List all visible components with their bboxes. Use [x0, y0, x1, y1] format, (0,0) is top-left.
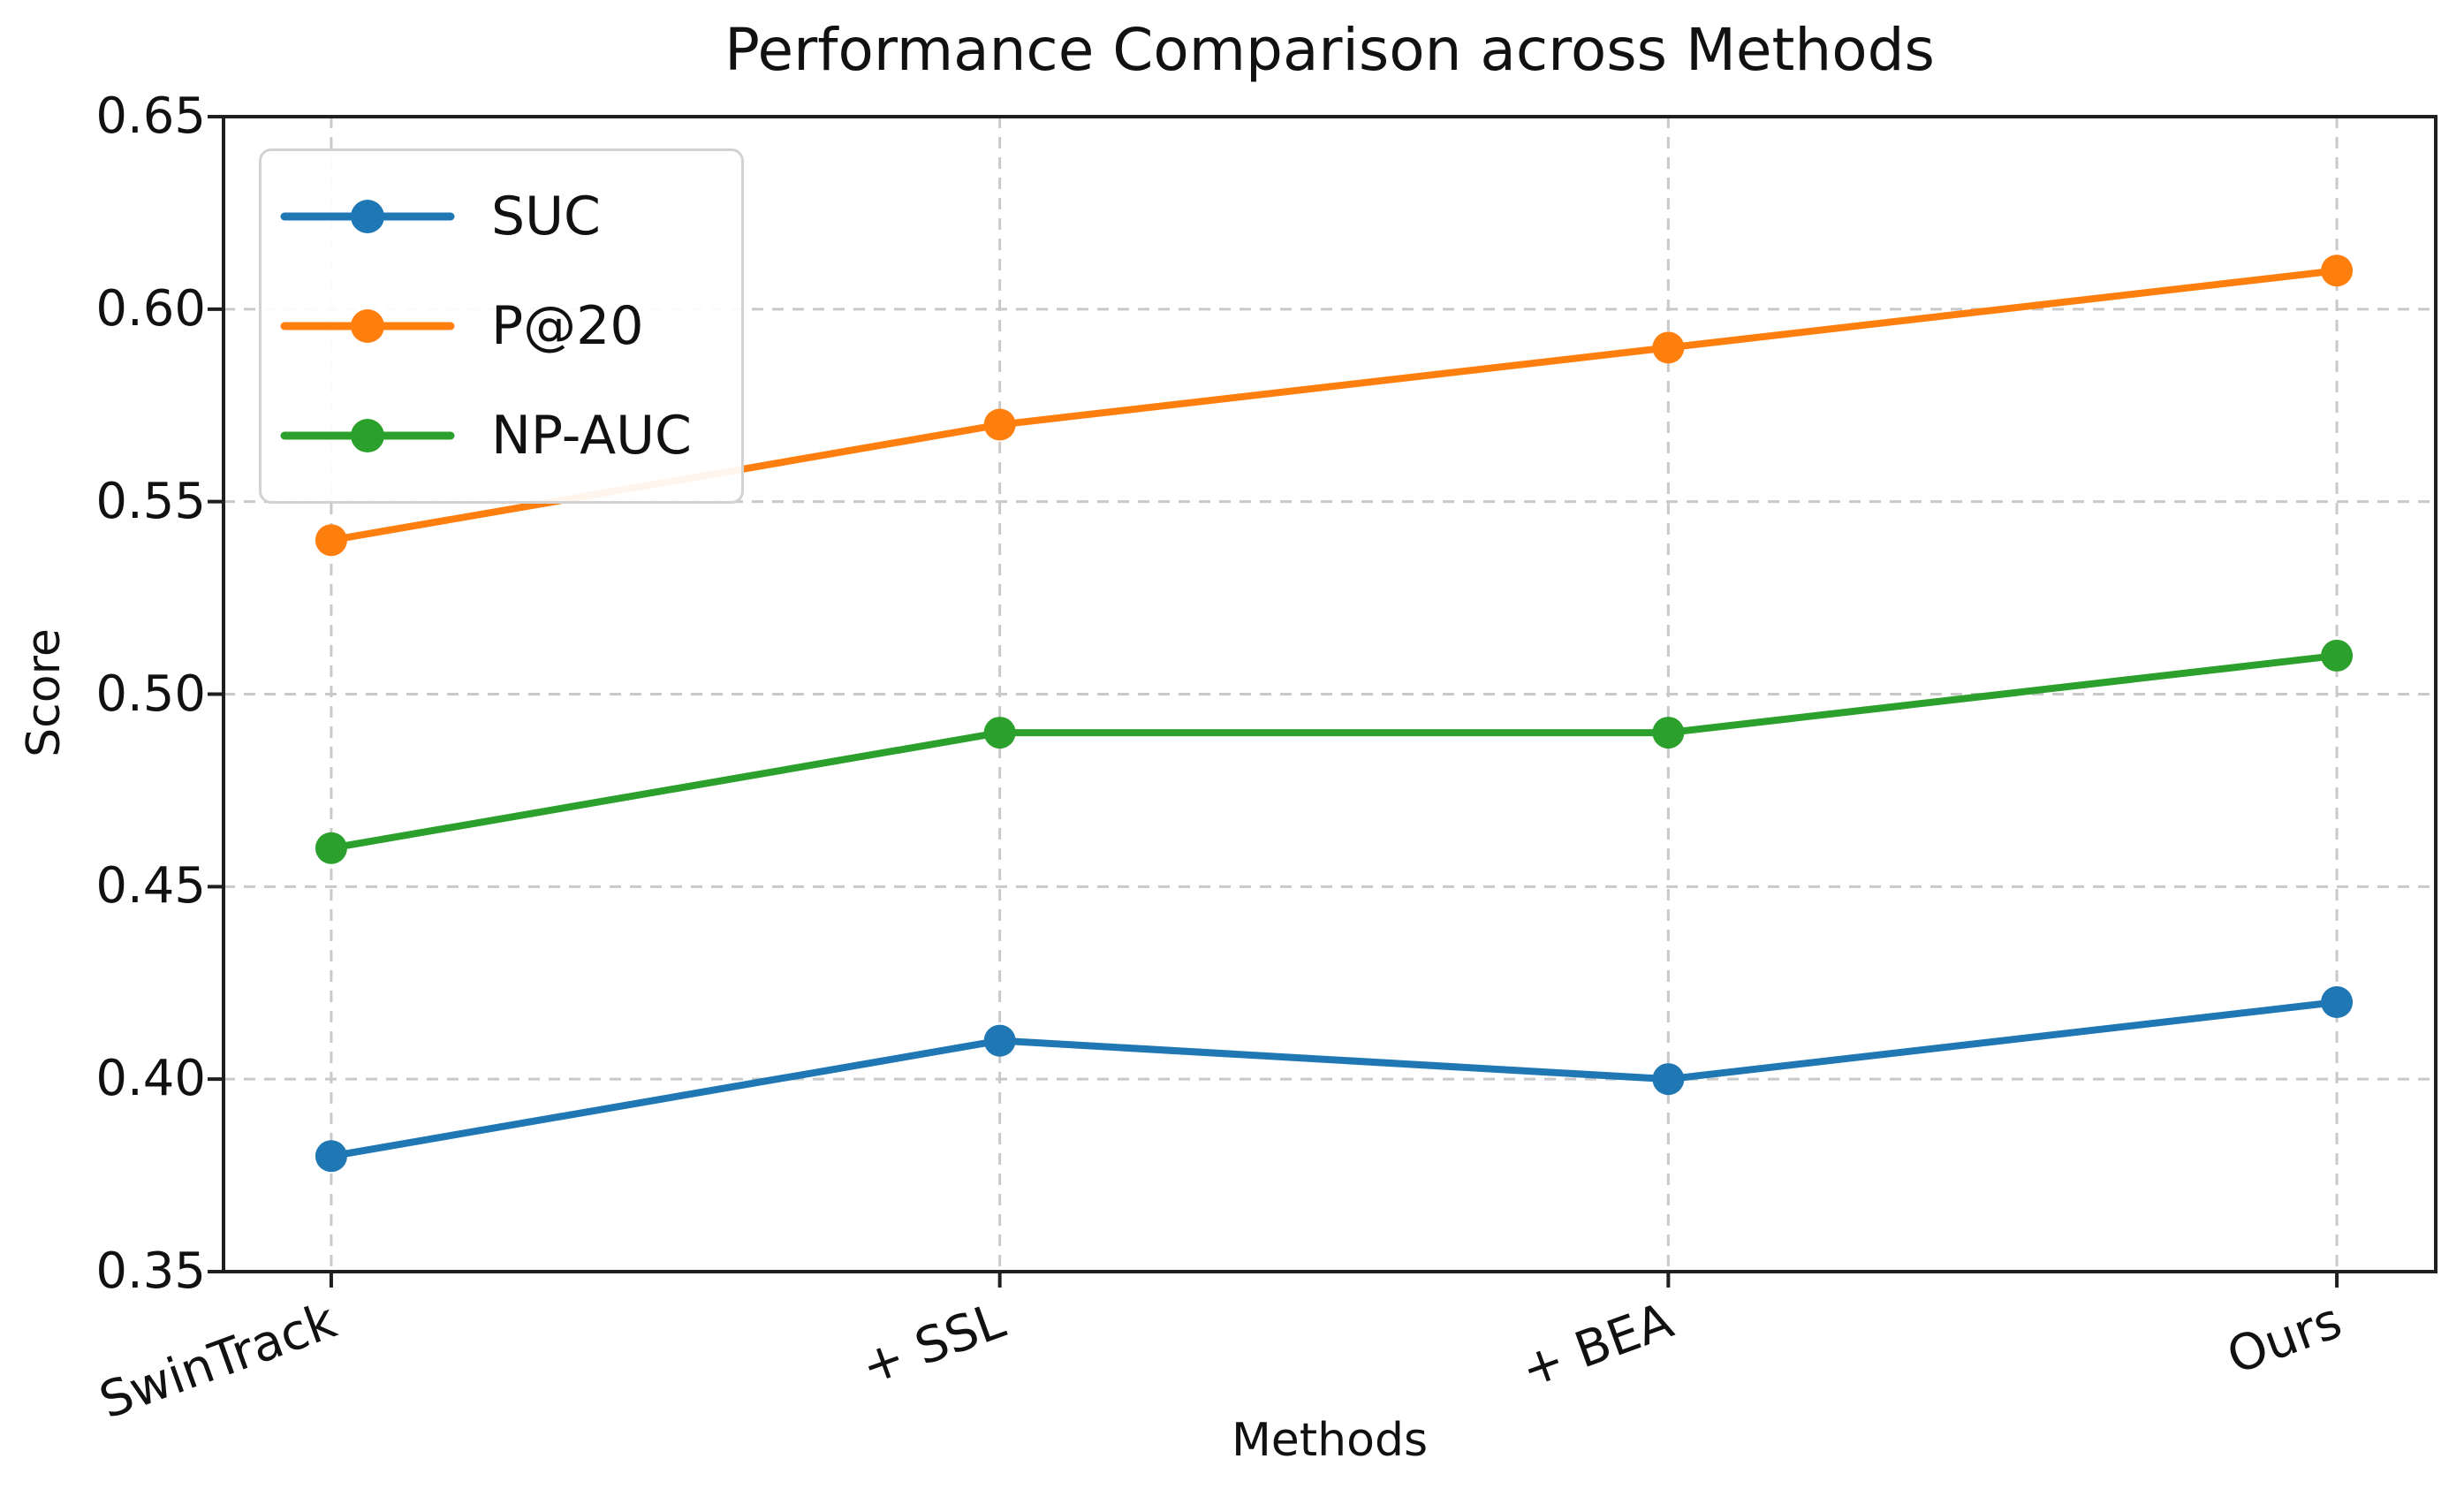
chart-title: Performance Comparison across Methods	[724, 16, 1935, 84]
data-point-SUC-+ BEA	[1652, 1063, 1685, 1096]
data-point-P@20-Ours	[2321, 255, 2354, 287]
data-point-P@20-SwinTrack	[315, 524, 347, 557]
legend-item-SUC: SUC	[279, 162, 692, 271]
legend-label: SUC	[491, 186, 601, 247]
y-tick-label: 0.55	[95, 472, 206, 530]
y-axis-label: Score	[18, 628, 71, 757]
data-point-NP-AUC-+ BEA	[1652, 717, 1685, 749]
y-tick-label: 0.60	[95, 279, 206, 338]
legend-item-NP-AUC: NP-AUC	[279, 381, 692, 490]
y-tick-label: 0.50	[95, 665, 206, 723]
legend-line-marker-sample	[280, 200, 455, 233]
series-SUC	[315, 986, 2354, 1173]
data-point-P@20-+ SSL	[983, 408, 1016, 441]
data-point-NP-AUC-SwinTrack	[315, 832, 347, 864]
y-tick-label: 0.45	[95, 857, 206, 916]
y-tick-label: 0.35	[95, 1242, 206, 1300]
legend-item-P@20: P@20	[279, 271, 692, 381]
y-tick-label: 0.65	[95, 87, 206, 145]
data-point-NP-AUC-Ours	[2321, 639, 2354, 672]
data-point-P@20-+ BEA	[1652, 331, 1685, 364]
legend-label: NP-AUC	[491, 405, 692, 467]
y-tick-label: 0.40	[95, 1050, 206, 1108]
legend-line-marker-sample	[280, 419, 455, 452]
data-point-NP-AUC-+ SSL	[983, 717, 1016, 749]
data-point-SUC-SwinTrack	[315, 1140, 347, 1173]
data-point-SUC-Ours	[2321, 986, 2354, 1019]
legend-line-marker-sample	[280, 309, 455, 343]
data-point-SUC-+ SSL	[983, 1024, 1016, 1057]
legend-label: P@20	[491, 295, 644, 357]
x-axis-label: Methods	[1231, 1414, 1429, 1467]
axes-spines	[208, 115, 2437, 1288]
series-NP-AUC	[315, 639, 2354, 864]
legend: SUC P@20 NP-AUC	[259, 148, 744, 504]
